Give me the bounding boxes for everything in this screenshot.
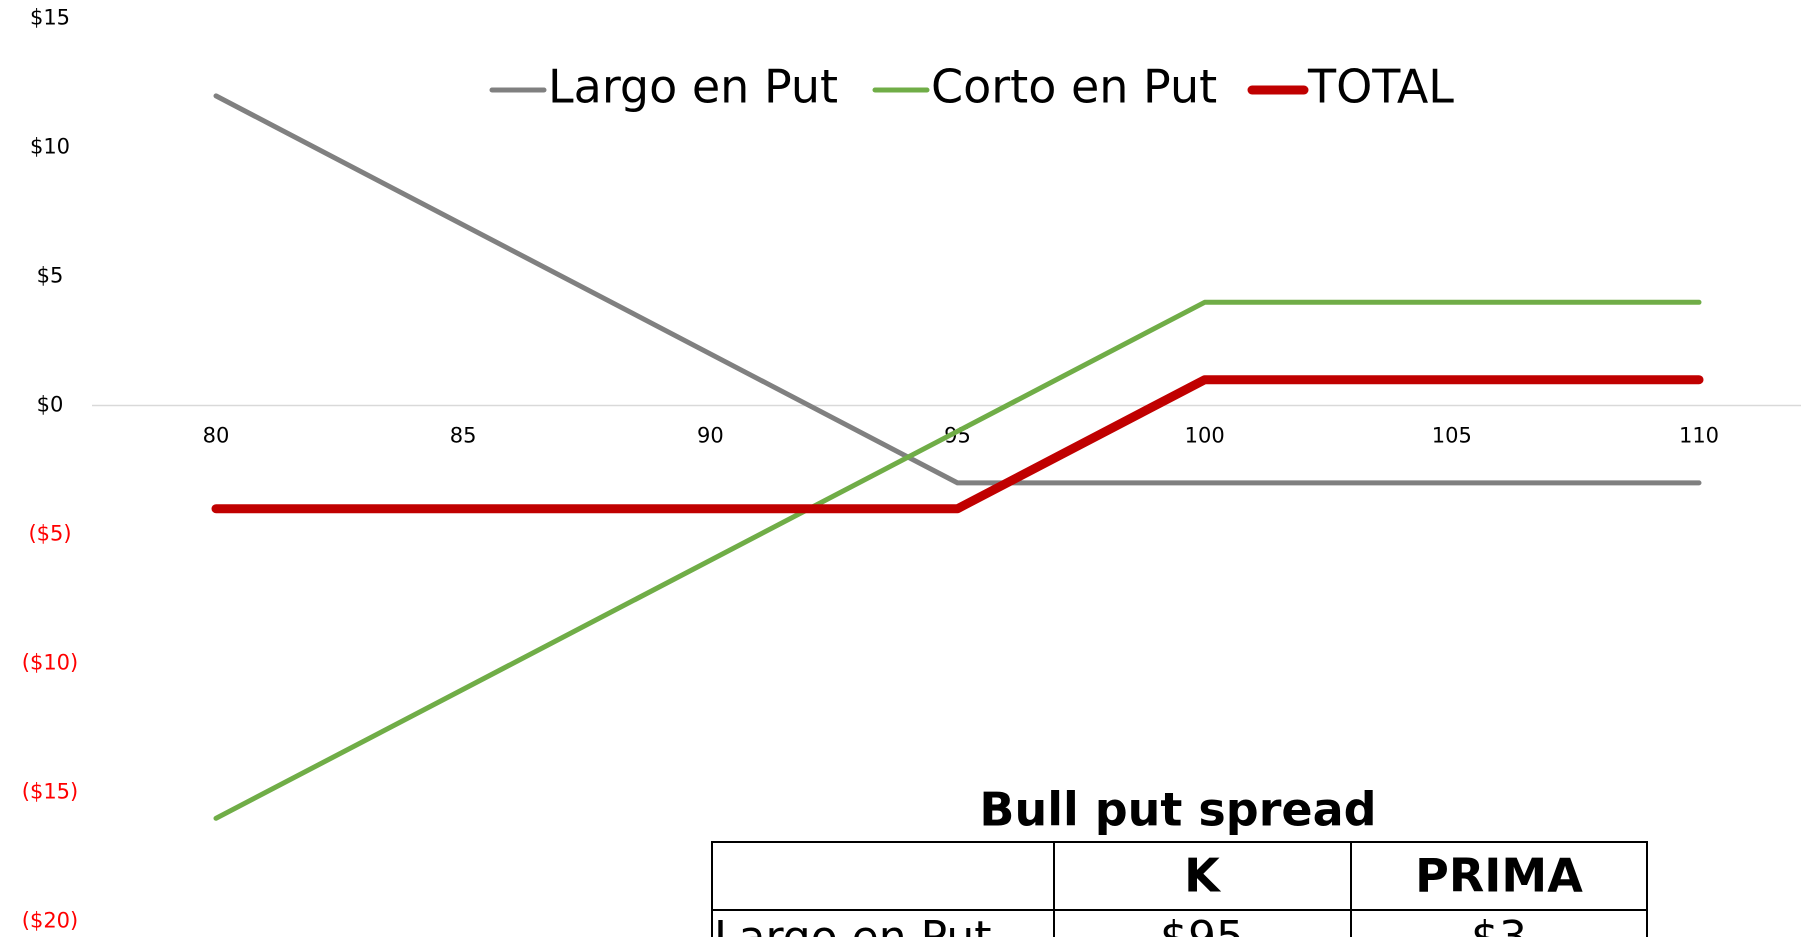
x-tick-label: 90 — [697, 424, 724, 448]
series-line — [213, 93, 1702, 486]
y-tick-label: $0 — [37, 393, 64, 417]
y-tick-label: ($20) — [22, 909, 78, 933]
table-header: PRIMA — [1415, 849, 1583, 903]
x-tick-label: 100 — [1185, 424, 1225, 448]
table — [711, 841, 1648, 937]
legend-label: TOTAL — [1307, 60, 1454, 114]
y-tick-label: ($5) — [28, 522, 71, 546]
legend-label: Largo en Put — [548, 60, 838, 114]
x-tick-label: 80 — [203, 424, 230, 448]
y-tick-label: ($15) — [22, 780, 78, 804]
series-line — [211, 375, 1704, 514]
table-title: Bull put spread — [979, 783, 1376, 837]
y-tick-label: $15 — [30, 6, 70, 30]
table-border — [711, 841, 1648, 937]
series-line — [213, 299, 1702, 821]
table-cell: $95 — [1160, 912, 1244, 937]
x-tick-label: 85 — [450, 424, 477, 448]
table-cell: Largo en Put — [714, 912, 991, 937]
legend-label: Corto en Put — [931, 60, 1217, 114]
table-header: K — [1184, 849, 1222, 903]
table-cell: $3 — [1471, 912, 1527, 937]
y-tick-label: ($10) — [22, 651, 78, 675]
y-tick-label: $5 — [37, 264, 64, 288]
y-tick-label: $10 — [30, 135, 70, 159]
x-tick-label: 105 — [1432, 424, 1472, 448]
x-tick-label: 110 — [1679, 424, 1719, 448]
